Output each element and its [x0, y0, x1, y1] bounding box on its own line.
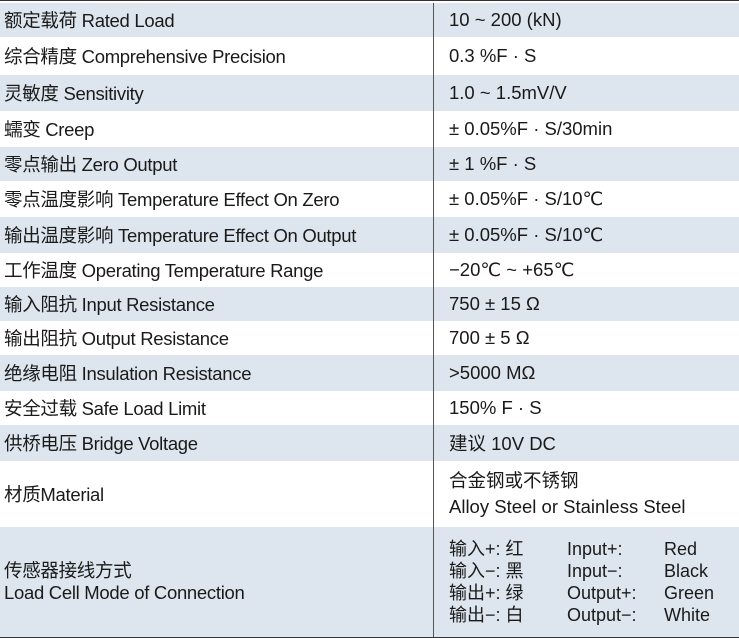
spec-value: 0.3 %F · S [433, 37, 739, 75]
spec-value: 10 ~ 200 (kN) [433, 3, 739, 37]
wire-cn: 输出−: 白 [449, 605, 524, 625]
wire-en: Output+: [567, 583, 637, 603]
wire-cn: 输出+: 绿 [449, 583, 524, 603]
connection-label-en: Load Cell Mode of Connection [4, 582, 245, 603]
connection-label-cn: 传感器接线方式 [4, 560, 132, 581]
spec-label: 综合精度 Comprehensive Precision [4, 46, 286, 67]
wire-color: Green [664, 583, 715, 603]
spec-value: ± 0.05%F · S/10℃ [433, 181, 739, 217]
spec-value: 建议 10V DC [433, 425, 739, 461]
spec-label: 供桥电压 Bridge Voltage [4, 433, 198, 454]
spec-value: −20℃ ~ +65℃ [433, 253, 739, 287]
table-row: 输出阻抗 Output Resistance 700 ± 5 Ω [0, 321, 739, 355]
wire-cn: 输入+: 红 [449, 539, 524, 559]
spec-value: ± 0.05%F · S/30min [433, 111, 739, 147]
spec-label: 蠕变 Creep [4, 119, 95, 140]
spec-value: ± 1 %F · S [433, 147, 739, 181]
table-row: 供桥电压 Bridge Voltage 建议 10V DC [0, 425, 739, 461]
spec-label: 零点输出 Zero Output [4, 154, 178, 175]
material-label: 材质Material [4, 484, 104, 505]
table-row: 综合精度 Comprehensive Precision 0.3 %F · S [0, 37, 739, 75]
material-row: 材质Material 合金钢或不锈钢 Alloy Steel or Stainl… [0, 461, 739, 527]
table-row: 输入阻抗 Input Resistance 750 ± 15 Ω [0, 287, 739, 321]
wire-en: Output−: [567, 605, 637, 625]
connection-row: 传感器接线方式 Load Cell Mode of Connection 输入+… [0, 527, 739, 637]
table-row: 工作温度 Operating Temperature Range −20℃ ~ … [0, 253, 739, 287]
spec-label: 额定载荷 Rated Load [4, 10, 175, 31]
spec-label: 零点温度影响 Temperature Effect On Zero [4, 189, 340, 210]
wire-color: Red [664, 539, 698, 559]
wiring-grid: 输入+: 红 Input+: Red 输入−: 黑 Input−: Black … [449, 538, 739, 626]
table-row: 灵敏度 Sensitivity 1.0 ~ 1.5mV/V [0, 75, 739, 111]
table-row: 输出温度影响 Temperature Effect On Output ± 0.… [0, 217, 739, 253]
spec-label: 输出温度影响 Temperature Effect On Output [4, 225, 357, 246]
spec-value: 700 ± 5 Ω [433, 321, 739, 355]
spec-value: ± 0.05%F · S/10℃ [433, 217, 739, 253]
spec-value: 750 ± 15 Ω [433, 287, 739, 321]
wire-color: White [664, 605, 711, 625]
material-value-cn: 合金钢或不锈钢 [449, 470, 579, 491]
table-row: 额定载荷 Rated Load 10 ~ 200 (kN) [0, 3, 739, 37]
wire-cn: 输入−: 黑 [449, 561, 524, 581]
spec-label: 输入阻抗 Input Resistance [4, 294, 215, 315]
spec-label: 灵敏度 Sensitivity [4, 83, 144, 104]
spec-label: 安全过载 Safe Load Limit [4, 398, 206, 419]
wire-en: Input−: [567, 561, 623, 581]
table-row: 零点输出 Zero Output ± 1 %F · S [0, 147, 739, 181]
spec-value: >5000 MΩ [433, 355, 739, 391]
spec-label: 工作温度 Operating Temperature Range [4, 260, 324, 281]
material-value-en: Alloy Steel or Stainless Steel [449, 496, 686, 517]
spec-value: 1.0 ~ 1.5mV/V [433, 75, 739, 111]
wire-color: Black [664, 561, 709, 581]
table-row: 安全过载 Safe Load Limit 150% F · S [0, 391, 739, 425]
wire-en: Input+: [567, 539, 623, 559]
table-row: 蠕变 Creep ± 0.05%F · S/30min [0, 111, 739, 147]
spec-label: 输出阻抗 Output Resistance [4, 328, 229, 349]
spec-value: 150% F · S [433, 391, 739, 425]
spec-label: 绝缘电阻 Insulation Resistance [4, 363, 252, 384]
table-row: 绝缘电阻 Insulation Resistance >5000 MΩ [0, 355, 739, 391]
table-row: 零点温度影响 Temperature Effect On Zero ± 0.05… [0, 181, 739, 217]
